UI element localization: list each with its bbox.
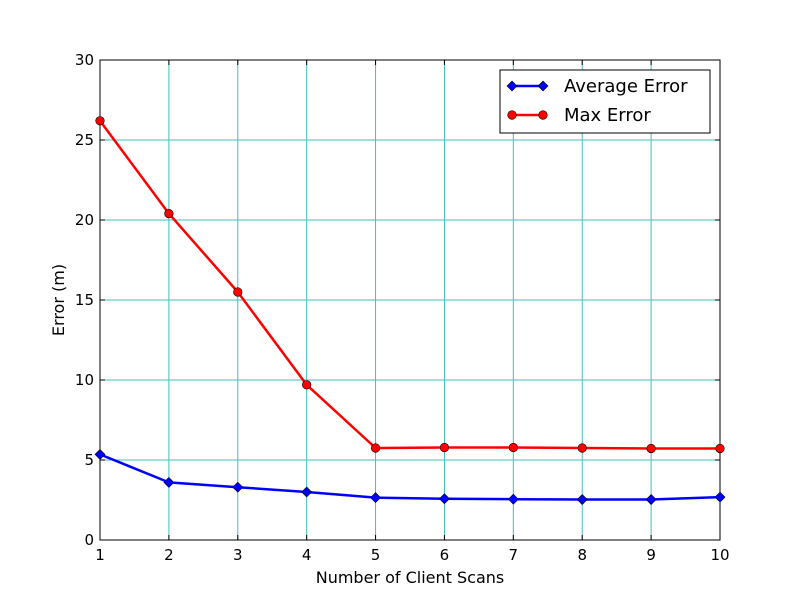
x-tick-label: 9 xyxy=(646,546,656,564)
y-tick-label: 20 xyxy=(75,211,94,229)
x-tick-label: 8 xyxy=(577,546,587,564)
x-tick-label: 1 xyxy=(95,546,105,564)
y-axis-label: Error (m) xyxy=(49,264,68,336)
x-tick-label: 4 xyxy=(302,546,312,564)
average-error-point xyxy=(439,493,450,505)
max-error-point xyxy=(95,116,105,126)
legend-box xyxy=(499,69,711,134)
x-axis-label: Number of Client Scans xyxy=(316,568,505,587)
series-average-error xyxy=(94,448,726,505)
average-error-point xyxy=(301,486,313,498)
legend-average-error-marker-start xyxy=(506,80,518,92)
x-tick-label: 10 xyxy=(710,546,729,564)
average-error-line xyxy=(99,453,721,501)
axis-ticks: 1 2 3 4 5 6 7 8 9 10 0 5 10 15 20 25 30 xyxy=(75,51,730,564)
max-error-point xyxy=(715,443,725,454)
average-error-point xyxy=(576,494,588,505)
legend: Average Error Max Error xyxy=(499,69,711,134)
x-tick-label: 3 xyxy=(233,546,243,564)
series-max-error xyxy=(95,116,725,454)
max-error-point xyxy=(439,442,450,453)
max-error-point xyxy=(508,442,518,453)
y-tick-label: 0 xyxy=(84,531,94,549)
average-error-point xyxy=(645,494,657,505)
x-tick-label: 7 xyxy=(509,546,519,564)
average-error-point xyxy=(507,493,519,505)
max-error-point xyxy=(646,443,656,454)
y-tick-label: 30 xyxy=(75,51,94,69)
legend-max-error-marker-start xyxy=(507,110,517,120)
max-error-point xyxy=(370,443,381,453)
y-tick-label: 5 xyxy=(84,451,94,469)
max-error-point xyxy=(577,443,587,453)
max-error-point xyxy=(302,380,312,390)
legend-max-error-marker-end xyxy=(538,110,548,120)
y-tick-label: 25 xyxy=(75,131,94,149)
average-error-point xyxy=(714,491,726,503)
max-error-point xyxy=(164,209,174,219)
x-tick-label: 2 xyxy=(164,546,174,564)
average-error-point xyxy=(232,481,244,493)
y-tick-label: 10 xyxy=(75,371,94,389)
legend-average-error-marker-end xyxy=(537,80,549,92)
average-error-point xyxy=(370,492,381,504)
x-tick-label: 5 xyxy=(371,546,381,564)
average-error-point xyxy=(94,448,106,460)
y-tick-label: 15 xyxy=(75,291,94,309)
max-error-point xyxy=(233,287,243,297)
legend-average-error-label: Average Error xyxy=(564,76,688,97)
max-error-line xyxy=(98,120,720,450)
series-layer xyxy=(94,116,726,505)
legend-max-error-label: Max Error xyxy=(564,105,651,126)
x-tick-label: 6 xyxy=(440,546,450,564)
average-error-point xyxy=(163,476,175,488)
